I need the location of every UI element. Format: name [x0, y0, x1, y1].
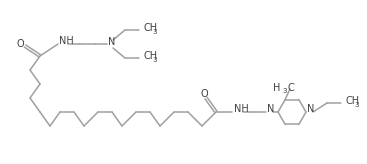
- Text: NH: NH: [59, 36, 74, 46]
- Text: O: O: [16, 39, 24, 49]
- Text: N: N: [307, 104, 315, 114]
- Text: 3: 3: [282, 88, 287, 94]
- Text: 3: 3: [354, 102, 359, 108]
- Text: 3: 3: [152, 57, 156, 63]
- Text: O: O: [200, 89, 208, 99]
- Text: CH: CH: [345, 96, 359, 106]
- Text: CH: CH: [143, 51, 157, 61]
- Text: 3: 3: [152, 29, 156, 35]
- Text: C: C: [287, 83, 294, 93]
- Text: N: N: [108, 37, 115, 47]
- Text: NH: NH: [234, 104, 249, 114]
- Text: H: H: [273, 83, 280, 93]
- Text: CH: CH: [143, 23, 157, 33]
- Text: N: N: [267, 104, 275, 114]
